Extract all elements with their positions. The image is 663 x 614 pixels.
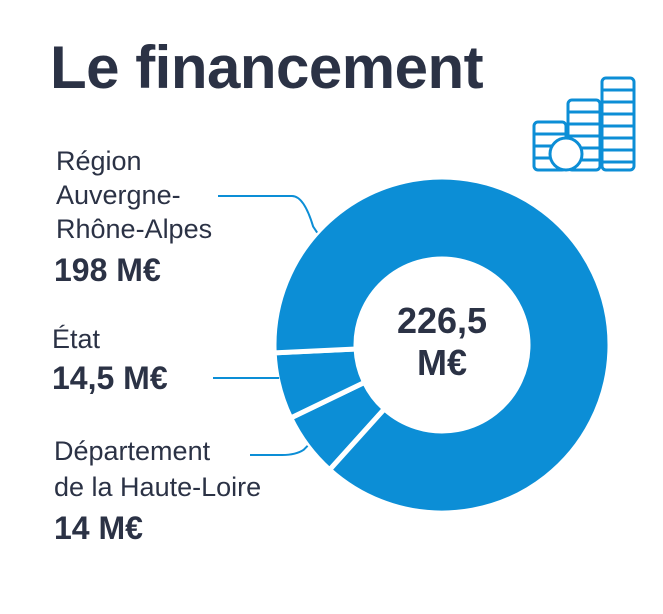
value-etat: 14,5 M€	[52, 360, 168, 396]
label-etat-line-1: État	[52, 324, 101, 354]
coin-stacks-icon	[532, 76, 636, 172]
label-departement-line-1: Département	[54, 436, 211, 466]
label-region-line-3: Rhône-Alpes	[56, 214, 213, 244]
slice-region	[271, 174, 613, 516]
page-title: Le financement	[50, 34, 484, 101]
label-region-line-1: Région	[56, 146, 142, 176]
label-departement-line-2: de la Haute-Loire	[54, 472, 262, 502]
donut-total: 226,5 M€	[370, 300, 514, 384]
total-value: 226,5	[396, 300, 488, 341]
value-region: 198 M€	[54, 252, 161, 288]
leader-line-region	[218, 195, 318, 234]
leader-line-departement	[250, 445, 309, 456]
value-departement: 14 M€	[54, 510, 143, 546]
label-region-line-2: Auvergne-	[56, 180, 181, 210]
total-unit: M€	[416, 342, 467, 383]
